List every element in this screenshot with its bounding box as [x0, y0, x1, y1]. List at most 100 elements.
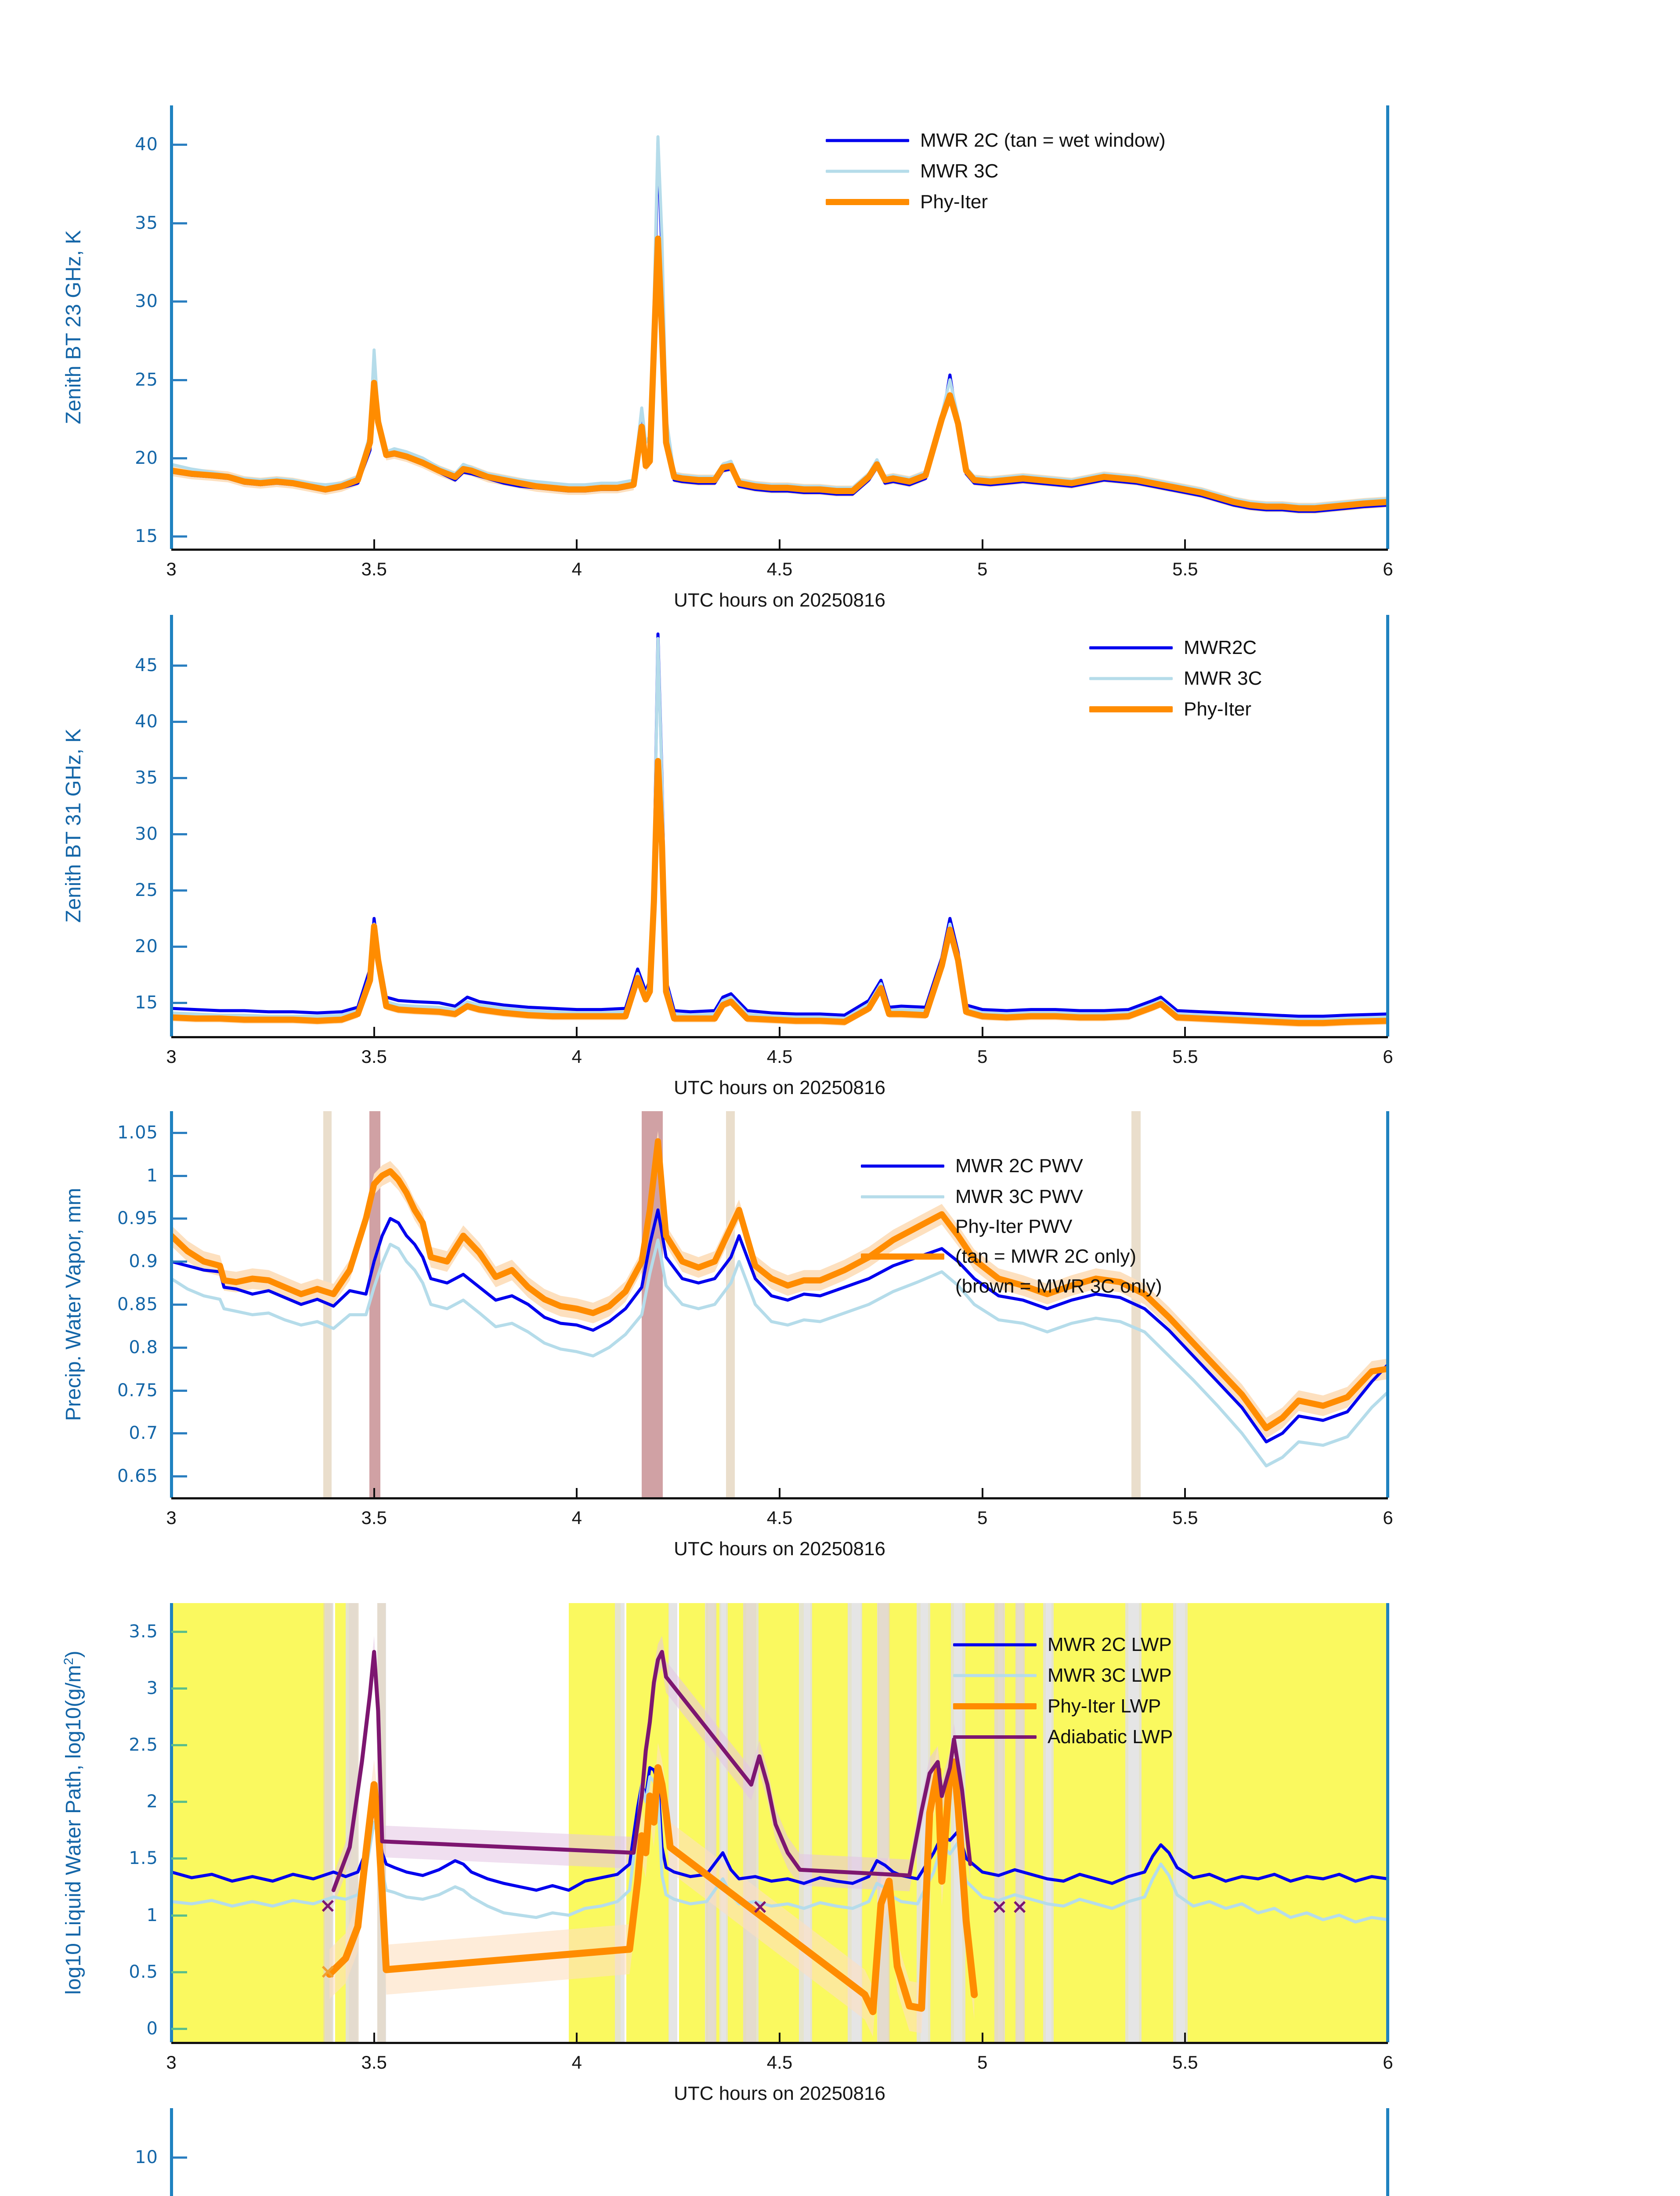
y-axis-tick-label: 15 — [135, 993, 158, 1013]
y-axis-tick — [171, 379, 187, 381]
wet-window-band — [726, 1111, 735, 1498]
x-axis-tick-label: 3 — [166, 1507, 177, 1528]
series-line-phy-iter-pwv — [171, 1138, 1388, 1431]
legend-color-swatch — [861, 1164, 944, 1168]
tan-wet-window-band — [1015, 1603, 1025, 2042]
tan-wet-window-band — [323, 1603, 333, 2042]
plot-area-panel-lwp: × × × × × 0 0.5 1 1.5 2 2.5 3 3.5 3 3.5 4 4.5 5 5.5 6 UTC ho… — [61, 1603, 1393, 2104]
x-axis-tick — [576, 1488, 578, 1498]
x-axis-tick — [373, 1027, 375, 1037]
x-axis-tick — [981, 1027, 983, 1037]
gray-flag-band — [1043, 1603, 1054, 2042]
y-axis-tick-label: 0.9 — [129, 1251, 158, 1272]
legend-label: Phy-Iter LWP — [1048, 1695, 1161, 1717]
x-axis-tick-label: 4.5 — [766, 2052, 793, 2073]
x-axis-title: UTC hours on 20250816 — [674, 1077, 885, 1098]
series-svg-panel-dqflag — [171, 2108, 1388, 2196]
legend-label: Phy-Iter — [920, 191, 988, 213]
y-axis-tick-label: 1 — [146, 1165, 158, 1186]
series-line-mwr-2c-lwp — [171, 1766, 1388, 1892]
x-axis-tick — [1184, 2033, 1186, 2042]
y-axis-tick — [171, 1801, 187, 1803]
x-axis-tick-label: 5 — [977, 559, 988, 579]
y-axis-tick — [171, 300, 187, 303]
x-axis-tick — [981, 2033, 983, 2042]
y-axis-tick — [171, 1475, 187, 1478]
yellow-flag-band — [1139, 1603, 1176, 2042]
x-axis-tick — [1184, 1488, 1186, 1498]
lwp-x-marker: × — [319, 1959, 336, 1983]
x-axis-tick — [779, 1027, 780, 1037]
y-axis-tick — [171, 1971, 187, 1973]
x-axis-tick — [1184, 1027, 1186, 1037]
plot-area-panel-pwv: 0.65 0.7 0.75 0.8 0.85 0.9 0.95 1 1.05 3 3.5 4 4.5 5 5… — [62, 1111, 1393, 1560]
x-axis-tick-label: 5 — [977, 1507, 988, 1528]
series-svg-panel-bt23 — [171, 135, 1388, 514]
plot-area-panel-bt23: 15 20 25 30 35 40 3 3.5 4 4.5 5 5.5 6 UTC hours on 20… — [62, 105, 1393, 611]
yellow-flag-band — [715, 1603, 722, 2042]
x-axis-tick — [779, 539, 780, 549]
legend-color-swatch — [1089, 677, 1173, 680]
y-axis-tick-label: 0.8 — [129, 1337, 158, 1358]
x-axis-tick-label: 3.5 — [361, 1507, 387, 1528]
y-axis-tick-label: 0 — [146, 2018, 158, 2039]
legend-label: Adiabatic LWP — [1048, 1726, 1173, 1748]
plot-area-panel-bt31: 15 20 25 30 35 40 45 3 3.5 4 4.5 5 5.5 6 UTC hours on … — [62, 615, 1393, 1098]
y-axis-tick-label: 45 — [135, 655, 158, 676]
gray-flag-band — [1125, 1603, 1142, 2042]
y-axis-tick — [171, 535, 187, 538]
x-axis-tick-label: 5 — [977, 1046, 988, 1067]
y-axis-tick-label: 10 — [135, 2147, 158, 2167]
series-line-mwr-2c-pwv — [171, 1208, 1388, 1444]
plot-canvas-panel-dqflag — [171, 2108, 1388, 2196]
y-axis-tick-label: 0.5 — [129, 1961, 158, 1982]
series-svg-panel-bt31 — [171, 632, 1388, 1027]
legend-label: MWR 2C (tan = wet window) — [920, 130, 1166, 151]
y-axis-tick-label: 3 — [146, 1678, 158, 1698]
x-axis-spine — [171, 1036, 1388, 1038]
plot-canvas-panel-bt31 — [171, 615, 1388, 1037]
y-axis-tick — [171, 457, 187, 459]
y-axis-tick-label: 30 — [135, 291, 158, 312]
y-axis-tick-label: 1.05 — [117, 1122, 158, 1143]
y-axis-tick-label: 2 — [146, 1791, 158, 1812]
legend-color-swatch — [953, 1735, 1037, 1739]
x-axis-tick-label: 6 — [1383, 1507, 1393, 1528]
x-axis-tick — [373, 1488, 375, 1498]
x-axis-title: UTC hours on 20250816 — [674, 589, 885, 611]
y-axis-tick-label: 30 — [135, 824, 158, 845]
tan-wet-window-band — [878, 1603, 890, 2042]
legend-label: Phy-Iter — [1184, 698, 1252, 720]
x-axis-tick-label: 6 — [1383, 2052, 1393, 2073]
legend-label: MWR 2C LWP — [1048, 1634, 1172, 1655]
y-axis-tick — [171, 1261, 187, 1263]
y-axis-tick — [171, 1131, 187, 1134]
y-axis-tick — [171, 1346, 187, 1349]
x-axis-tick-label: 3.5 — [361, 2052, 387, 2073]
legend-label: MWR 3C PWV — [955, 1186, 1083, 1207]
legend-color-swatch — [826, 139, 909, 142]
series-line-mwr-3c-lwp — [171, 1775, 1388, 1924]
x-axis-tick-label: 3.5 — [361, 1046, 387, 1067]
y-axis-tick-label: 1.5 — [129, 1848, 158, 1869]
x-axis-tick — [779, 2033, 780, 2042]
lwp-x-marker: × — [991, 1895, 1008, 1918]
series-line-phy-iter-lwp — [326, 1758, 978, 2015]
x-axis-tick — [981, 539, 983, 549]
gray-flag-band — [668, 1603, 678, 2042]
y-axis-tick — [171, 665, 187, 667]
yellow-flag-band — [726, 1603, 747, 2042]
y-axis-tick — [171, 222, 187, 224]
yellow-flag-band — [1051, 1603, 1129, 2042]
y-axis-tick — [171, 2156, 187, 2159]
y-axis-tick-label: 3.5 — [129, 1621, 158, 1642]
yellow-flag-band — [171, 1603, 330, 2042]
legend-label: MWR2C — [1184, 637, 1257, 658]
x-axis-tick-label: 3.5 — [361, 559, 387, 579]
legend-color-swatch — [953, 1674, 1037, 1677]
series-line-mwr-3c-pwv — [171, 1238, 1388, 1468]
legend-label: Phy-Iter PWV — [955, 1216, 1073, 1237]
